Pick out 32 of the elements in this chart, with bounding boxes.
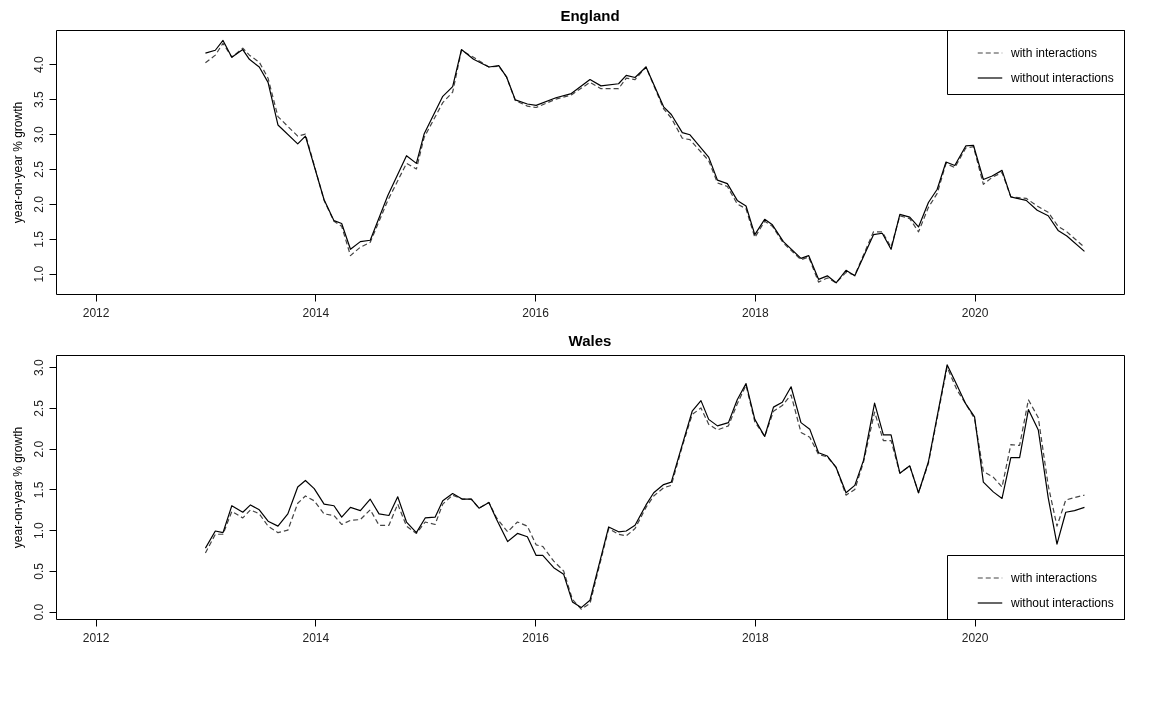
x-tick-label: 2012 xyxy=(82,305,110,320)
y-tick-label: 0.0 xyxy=(31,603,46,621)
y-tick-label: 2.5 xyxy=(31,160,46,178)
y-tick-label: 3.5 xyxy=(31,90,46,108)
y-tick-label: 1.5 xyxy=(31,481,46,499)
y-tick-label: 3.0 xyxy=(31,359,46,377)
x-tick-label: 2012 xyxy=(82,630,110,645)
y-tick-label: 2.5 xyxy=(31,399,46,417)
x-tick-label: 2016 xyxy=(522,630,550,645)
legend-label: without interactions xyxy=(1010,71,1114,85)
y-tick-label: 1.0 xyxy=(31,265,46,283)
x-tick-label: 2014 xyxy=(302,305,330,320)
chart-title: Wales xyxy=(568,332,612,349)
y-tick-label: 0.5 xyxy=(31,562,46,580)
y-tick-label: 2.0 xyxy=(31,440,46,458)
y-axis-title: year-on-year % growth xyxy=(10,101,25,224)
chart-title: England xyxy=(560,6,620,24)
y-tick-label: 3.0 xyxy=(31,125,46,143)
x-tick-label: 2020 xyxy=(961,305,989,320)
y-tick-label: 2.0 xyxy=(31,195,46,213)
legend-label: with interactions xyxy=(1010,46,1098,60)
y-tick-label: 4.0 xyxy=(31,56,46,74)
y-axis-title: year-on-year % growth xyxy=(10,426,25,549)
y-tick-label: 1.5 xyxy=(31,230,46,248)
y-tick-label: 1.0 xyxy=(31,522,46,540)
legend-label: with interactions xyxy=(1010,571,1098,585)
x-tick-label: 2018 xyxy=(741,630,769,645)
x-tick-label: 2018 xyxy=(741,305,769,320)
x-tick-label: 2014 xyxy=(302,630,330,645)
x-tick-label: 2020 xyxy=(961,630,989,645)
legend-label: without interactions xyxy=(1010,596,1114,610)
x-tick-label: 2016 xyxy=(522,305,550,320)
